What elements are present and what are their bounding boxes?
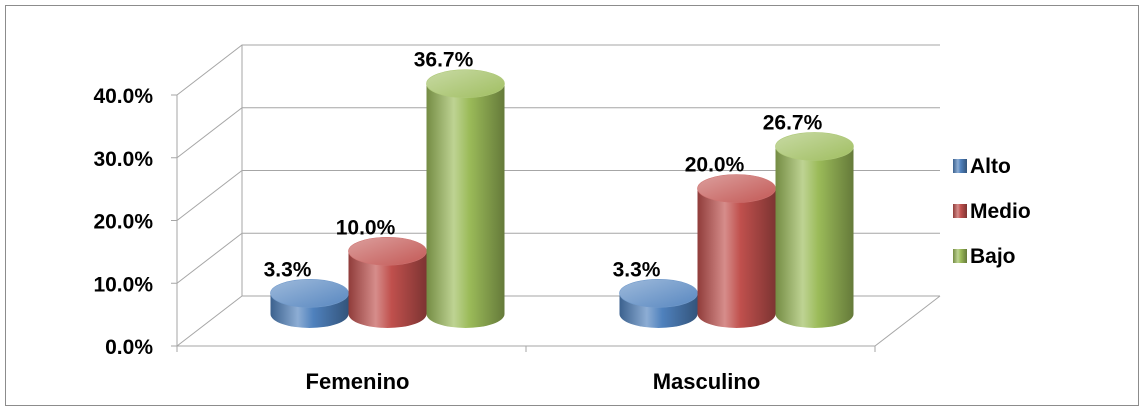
bar-cap [348, 236, 427, 266]
bar-cap [619, 278, 698, 308]
data-label: 36.7% [414, 49, 474, 72]
legend-swatch [953, 249, 967, 263]
bar-cap [270, 278, 349, 308]
legend: Alto Medio Bajo [953, 155, 1031, 268]
legend-swatch [953, 159, 967, 173]
bar-cap [697, 174, 776, 203]
data-labels: 3.3% 10.0% 36.7% 3.3% 20.0% 26.7% [264, 49, 823, 282]
y-tick-label: 30.0% [93, 148, 153, 171]
bar-body [348, 251, 427, 328]
legend-label: Medio [970, 200, 1031, 223]
y-tick-label: 10.0% [93, 273, 153, 296]
data-label: 3.3% [264, 258, 312, 281]
data-label: 20.0% [685, 154, 745, 177]
bar-cap [775, 132, 854, 161]
y-tick-label: 20.0% [93, 211, 153, 234]
legend-item-alto: Alto [953, 155, 1011, 178]
bar-body [426, 83, 505, 329]
bar-body [775, 146, 854, 328]
gridline [176, 44, 940, 96]
x-category-label: Masculino [653, 369, 761, 394]
y-tick-label: 40.0% [93, 85, 153, 108]
x-category-label: Femenino [306, 369, 410, 394]
data-label: 10.0% [336, 216, 396, 239]
bars [270, 69, 854, 329]
data-label: 26.7% [763, 111, 823, 134]
y-tick-label: 0.0% [105, 336, 153, 359]
bar-bajo-masculino [775, 132, 854, 328]
data-label: 3.3% [613, 258, 661, 281]
bar-medio-femenino [348, 236, 427, 328]
legend-label: Alto [970, 155, 1011, 178]
bar-alto-masculino [619, 278, 698, 328]
bar-body [697, 188, 776, 328]
bar-cap [426, 69, 505, 99]
chart-frame [5, 5, 1139, 406]
legend-item-bajo: Bajo [953, 245, 1016, 268]
bar-medio-masculino [697, 174, 776, 328]
bar-alto-femenino [270, 278, 349, 328]
x-axis-categories: Femenino Masculino [306, 369, 761, 394]
legend-label: Bajo [970, 245, 1016, 268]
legend-swatch [953, 204, 967, 218]
bar-bajo-femenino [426, 69, 505, 329]
legend-item-medio: Medio [953, 200, 1031, 223]
y-axis-ticks: 0.0% 10.0% 20.0% 30.0% 40.0% [93, 85, 153, 359]
